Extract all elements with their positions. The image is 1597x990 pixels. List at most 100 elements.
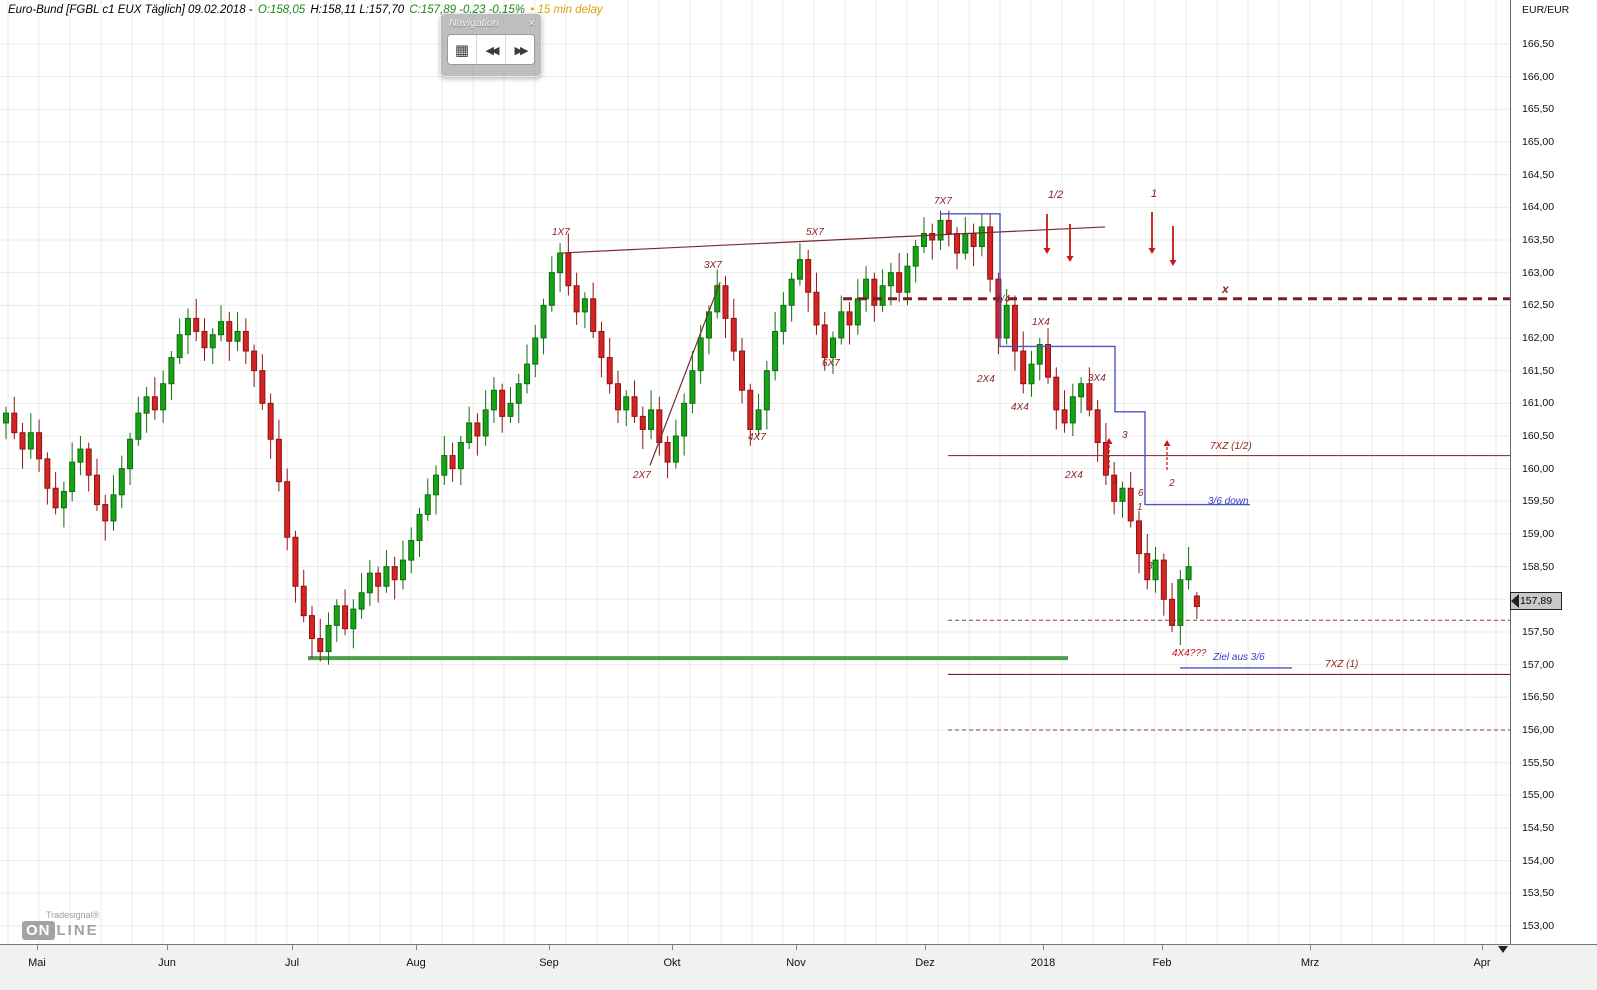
candle-body <box>912 246 919 267</box>
chart-annotation: 6X7 <box>822 358 840 369</box>
grid-view-button[interactable]: ▦ <box>448 35 477 64</box>
candle-body <box>714 285 721 313</box>
candle-body <box>85 448 92 476</box>
x-axis-label: Apr <box>1473 957 1491 969</box>
candle-body <box>184 317 191 336</box>
candle-body <box>664 442 671 463</box>
y-axis-label: 155,50 <box>1522 756 1555 769</box>
y-axis-label: 157,00 <box>1522 658 1555 671</box>
x-axis-tickmark <box>925 945 926 950</box>
candle-body <box>1094 409 1101 444</box>
candle-body <box>433 474 440 496</box>
candle-body <box>631 396 638 417</box>
price-axis[interactable]: EUR/EUR 166,50 166,00 165,50 165,00 164,50 16… <box>1510 0 1597 944</box>
chart-annotation: 5X7 <box>806 227 824 238</box>
candle-body <box>1160 559 1167 600</box>
chart-annotation: 7X7 <box>934 196 952 207</box>
candle-body <box>689 370 696 404</box>
candle-body <box>482 409 489 437</box>
candle-body <box>697 337 704 372</box>
y-axis-label: 164,00 <box>1522 201 1555 214</box>
y-axis-label: 161,00 <box>1522 397 1555 410</box>
candle-body <box>466 422 473 444</box>
candle-body <box>904 265 911 293</box>
candle-body <box>391 566 398 581</box>
fast-forward-button[interactable]: ▶▶ <box>506 35 534 64</box>
candle-body <box>788 278 795 306</box>
chart-annotation: 1X4 <box>1032 317 1050 328</box>
x-axis-tickmark <box>1162 945 1163 950</box>
rewind-button[interactable]: ◀◀ <box>477 35 506 64</box>
x-axis-label: Jul <box>284 957 300 969</box>
candle-body <box>970 232 977 248</box>
candle-body <box>507 402 514 417</box>
chart-annotation: 2X4 <box>977 374 995 385</box>
candle-body <box>259 370 266 404</box>
chart-annotation: 4X4??? <box>1172 648 1207 659</box>
candle-body <box>490 389 497 411</box>
candle-body <box>755 409 762 430</box>
candle-body <box>1069 396 1076 424</box>
navigation-panel[interactable]: Navigation × ▦ ◀◀ ▶▶ <box>440 13 542 77</box>
candle-body <box>69 461 76 493</box>
x-axis-tickmark <box>37 945 38 950</box>
candle-body <box>1111 474 1118 502</box>
candle-body <box>251 350 258 372</box>
currency-label: EUR/EUR <box>1522 4 1570 16</box>
candle-body <box>60 491 67 509</box>
close-icon[interactable]: × <box>527 16 535 30</box>
candle-body <box>954 232 961 254</box>
candle-body <box>135 412 142 440</box>
candle-body <box>1061 409 1068 424</box>
chart-annotation: 4X7 <box>748 432 766 443</box>
candle-body <box>581 298 588 313</box>
candle-body <box>557 252 564 274</box>
candle-body <box>209 334 216 349</box>
x-axis-label: Sep <box>539 957 559 969</box>
x-axis-label: 2018 <box>1030 957 1056 969</box>
candle-body <box>308 615 315 640</box>
candle-body <box>19 432 26 450</box>
candle-body <box>408 540 415 561</box>
chart-annotation: Ziel aus 3/6 <box>1213 652 1265 663</box>
candle-body <box>672 435 679 463</box>
candle-body <box>937 219 944 241</box>
candle-body <box>945 219 952 234</box>
candle-body <box>573 285 580 313</box>
y-axis-label: 162,50 <box>1522 299 1555 312</box>
time-axis[interactable]: Mai Jun Jul Aug Sep Okt Nov Dez 2018 Feb Mrz Apr <box>0 944 1597 990</box>
y-axis-label: 159,50 <box>1522 495 1555 508</box>
y-axis-label: 166,50 <box>1522 38 1555 50</box>
chart-title: Euro-Bund [FGBL c1 EUX Täglich] 09.02.20… <box>8 4 605 16</box>
chart-annotation: 2 <box>1169 478 1175 489</box>
candle-body <box>399 559 406 581</box>
rewind-icon: ◀◀ <box>485 43 500 57</box>
candle-body <box>987 226 994 280</box>
y-axis-label: 156,00 <box>1522 723 1555 736</box>
y-axis-label: 162,00 <box>1522 331 1555 344</box>
candle-body <box>36 432 43 460</box>
x-axis-label: Jun <box>158 957 176 969</box>
y-axis-label: 160,50 <box>1522 429 1555 442</box>
y-axis-label: 161,50 <box>1522 364 1555 377</box>
candle-body <box>763 370 770 411</box>
x-axis-tickmark <box>292 945 293 950</box>
chart-annotation: 3 <box>1147 561 1153 572</box>
candle-body <box>3 412 9 424</box>
chart-annotation: 4X4 <box>1011 402 1029 413</box>
candle-body <box>499 389 506 417</box>
candle-body <box>292 536 299 587</box>
candle-body <box>1135 520 1142 555</box>
candle-body <box>457 442 464 470</box>
candle-body <box>1003 304 1010 339</box>
candle-body <box>1045 344 1052 378</box>
arrow-head-icon <box>1066 256 1074 262</box>
candle-body <box>44 458 51 489</box>
candle-body <box>27 432 34 450</box>
candle-body <box>1078 383 1085 398</box>
x-axis-tickmark <box>416 945 417 950</box>
candle-body <box>863 278 870 300</box>
candle-body <box>772 330 779 372</box>
